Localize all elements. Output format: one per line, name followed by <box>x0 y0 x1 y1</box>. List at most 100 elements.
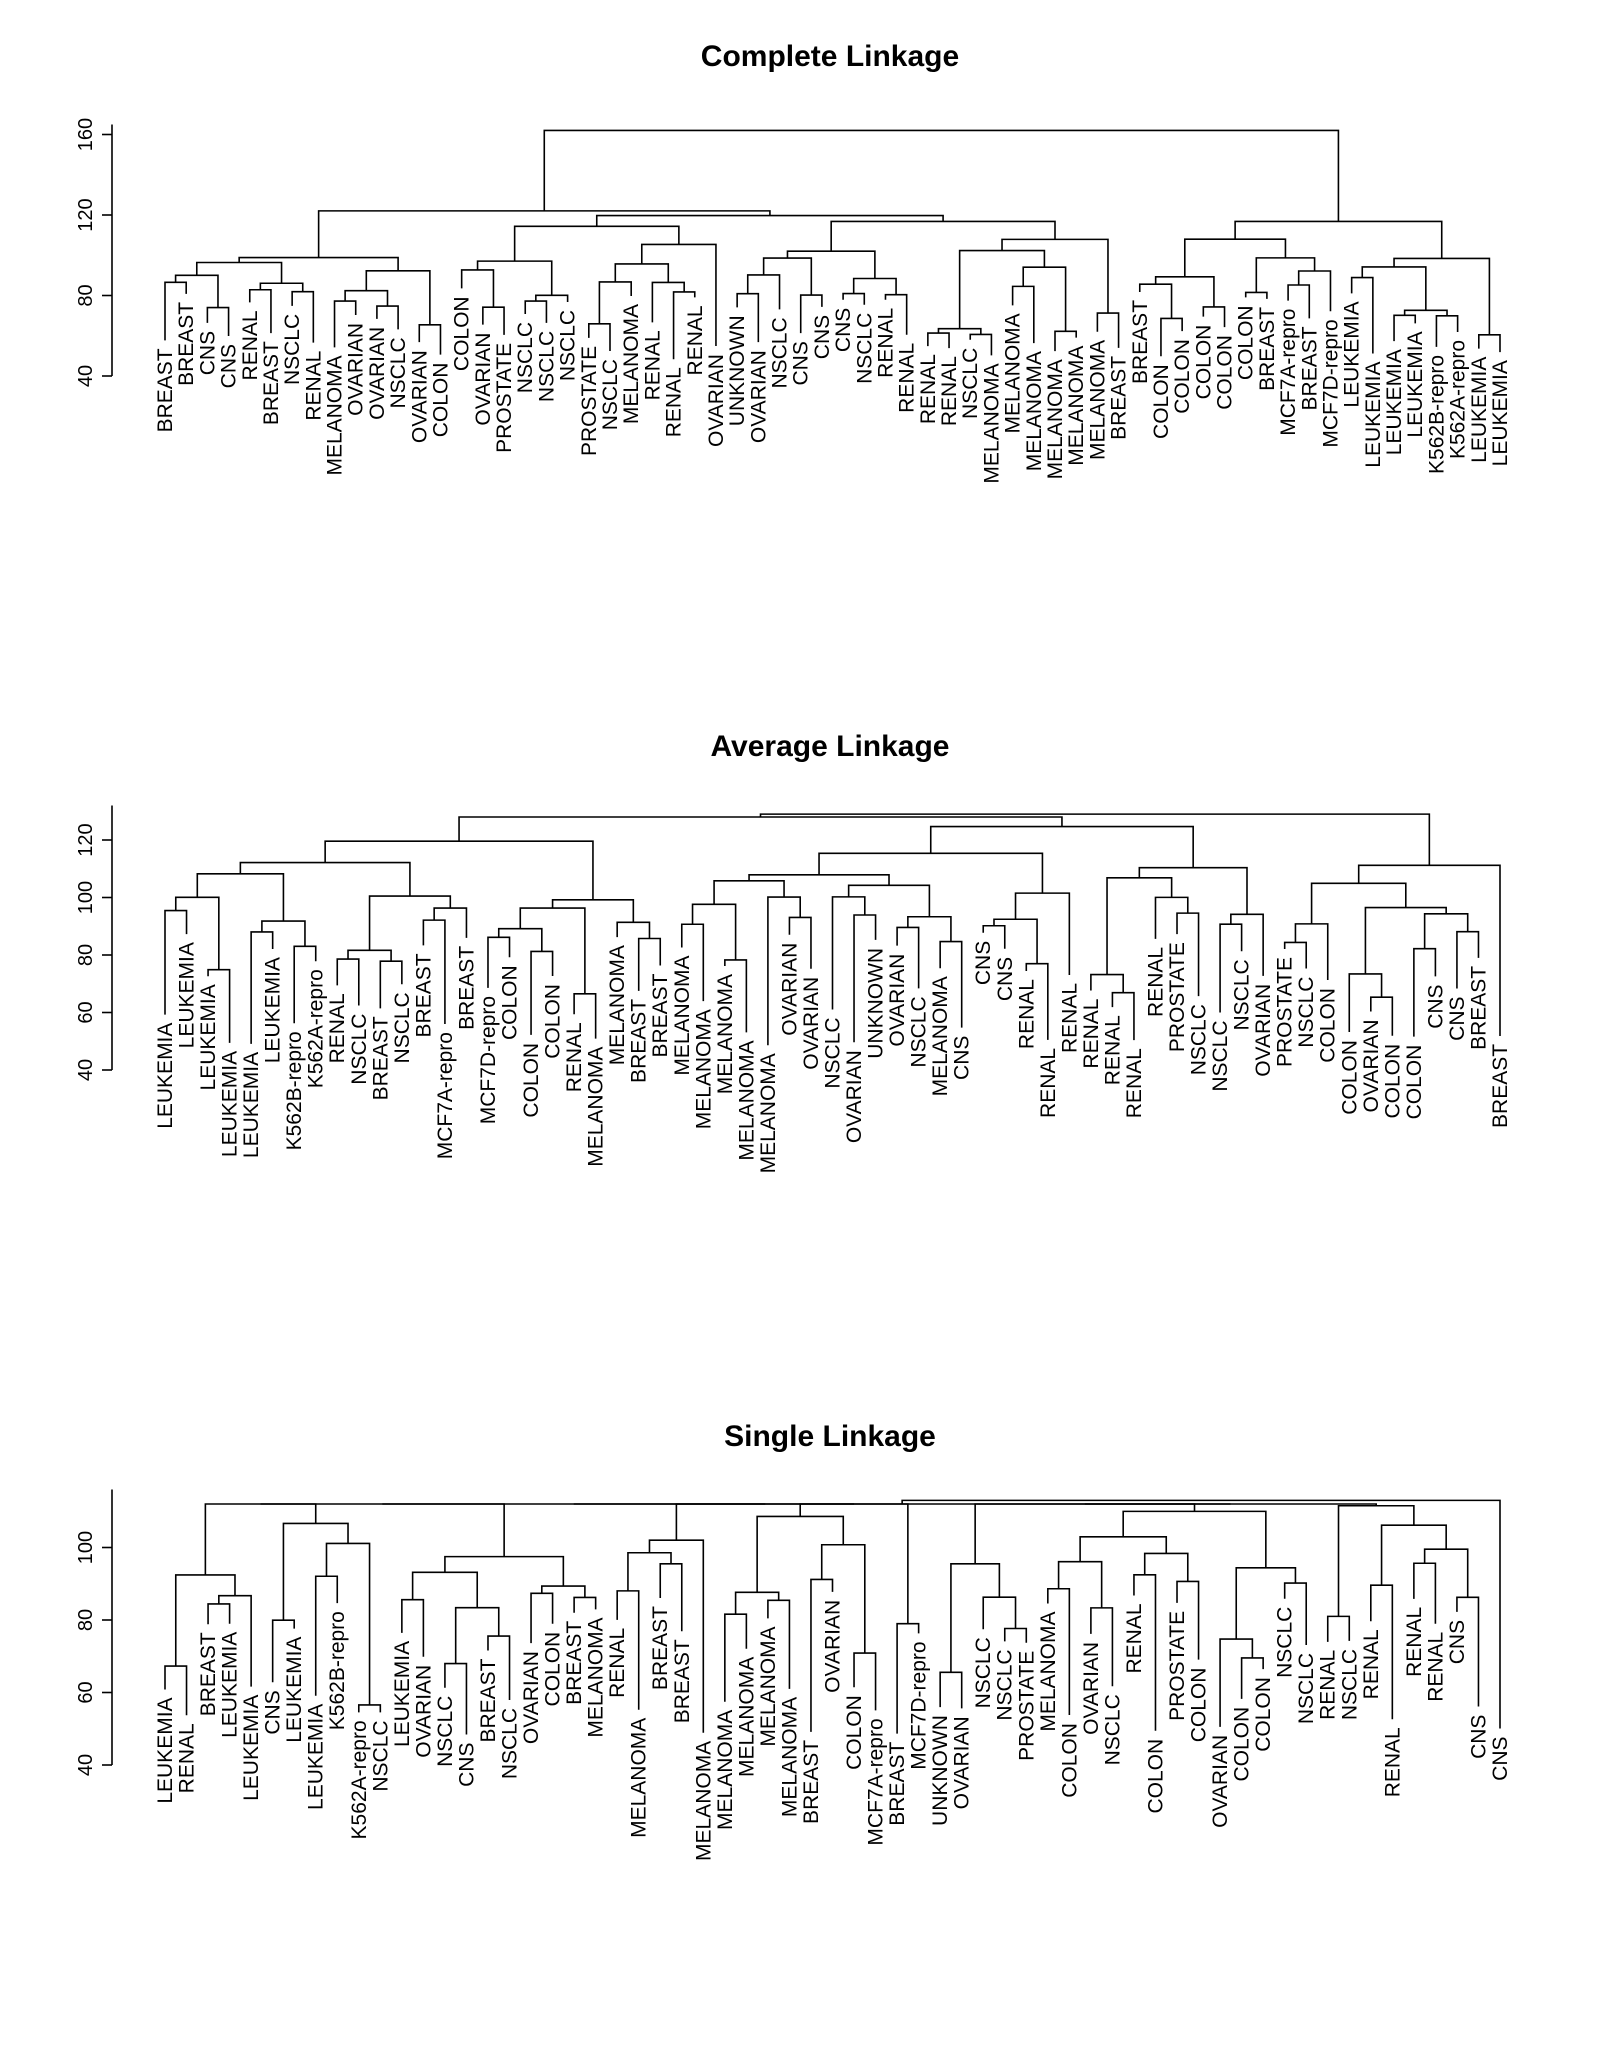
complete-linkage-leaf-label: CNS <box>832 308 855 352</box>
average-linkage-leaf-label: LEUKEMIA <box>219 1051 242 1157</box>
average-linkage-leaf-label: BREAST <box>1467 966 1490 1050</box>
complete-linkage-merge-branch <box>842 292 866 305</box>
single-linkage-merge-branch <box>260 1503 505 1557</box>
single-linkage-leaf-label: MELANOMA <box>778 1697 801 1817</box>
single-linkage-leaf-label: MELANOMA <box>628 1718 651 1838</box>
complete-linkage-leaf-label: RENAL <box>917 354 940 424</box>
average-linkage-leaf-label: MELANOMA <box>757 1053 780 1173</box>
single-linkage-merge-branch <box>1337 1504 1415 1617</box>
complete-linkage-leaf-label: OVARIAN <box>747 350 770 443</box>
average-linkage-merge-branch <box>433 907 468 938</box>
average-linkage-leaf-label: RENAL <box>1037 1048 1060 1118</box>
complete-linkage-leaf-label: BREAST <box>1298 326 1321 410</box>
single-linkage-leaf-label: NSCLC <box>369 1720 392 1791</box>
average-linkage-leaf-label: OVARIAN <box>1360 1019 1383 1112</box>
single-linkage-merge-branch <box>1176 1580 1200 1660</box>
complete-linkage-leaf-label: RENAL <box>641 330 664 400</box>
single-linkage-merge-branch <box>204 1503 317 1575</box>
average-linkage-leaf-label: MELANOMA <box>735 1040 758 1160</box>
average-linkage-merge-branch <box>1370 996 1394 1036</box>
complete-linkage-leaf-label: LEUKEMIA <box>1489 360 1512 466</box>
single-linkage-leaf-label: OVARIAN <box>520 1651 543 1744</box>
single-linkage-title: Single Linkage <box>724 1420 936 1453</box>
average-linkage-leaf-label: LEUKEMIA <box>240 1052 263 1158</box>
complete-linkage-leaf-label: OVARIAN <box>345 323 368 416</box>
complete-linkage-leaf-label: BREAST <box>1256 307 1279 391</box>
complete-linkage-leaf-label: NSCLC <box>769 317 792 388</box>
complete-linkage-merge-branch <box>195 261 283 284</box>
single-linkage-leaf-label: LEUKEMIA <box>240 1695 263 1801</box>
average-linkage-merge-branch <box>1294 923 1329 981</box>
single-linkage-merge-branch <box>1079 1536 1168 1562</box>
average-linkage-leaf-label: MCF7D-repro <box>477 996 500 1124</box>
single-linkage-merge-branch <box>756 1515 845 1593</box>
complete-linkage-leaf-label: NSCLC <box>853 313 876 384</box>
average-linkage-y-axis: 40 60 80 100 120 <box>75 805 113 1081</box>
complete-linkage-merge-branch <box>259 282 304 292</box>
average-linkage-leaf-label: MCF7A-repro <box>434 1032 457 1159</box>
single-linkage-leaf-label: MELANOMA <box>714 1710 737 1830</box>
average-linkage-leaf-label: CNS <box>994 957 1017 1001</box>
complete-linkage-leaf-label: MELANOMA <box>324 355 347 475</box>
single-linkage-merge-branch <box>939 1671 963 1709</box>
complete-linkage-leaf-label: LEUKEMIA <box>1404 331 1427 437</box>
single-linkage-merge-branch <box>896 1622 920 1734</box>
complete-linkage-leaf-label: RENAL <box>896 343 919 413</box>
complete-linkage-leaf-label: PROSTATE <box>578 346 601 456</box>
average-linkage-leaf-label: PROSTATE <box>1274 957 1297 1067</box>
single-linkage-leaf-label: NSCLC <box>1274 1607 1297 1678</box>
single-linkage-tick-label: 100 <box>75 1531 97 1564</box>
complete-linkage-leaf-label: PROSTATE <box>493 343 516 453</box>
average-linkage-merge-branch <box>759 813 1431 866</box>
complete-linkage-merge-branch <box>958 249 1046 329</box>
single-linkage-merge-branch <box>810 1578 834 1732</box>
single-linkage-leaf-label: MELANOMA <box>757 1626 780 1746</box>
single-linkage-leaf-label: K562A-repro <box>348 1720 371 1839</box>
complete-linkage-merge-branch <box>1183 238 1287 277</box>
single-linkage-leaf-label: NSCLC <box>1101 1694 1124 1765</box>
average-linkage-merge-branch <box>831 896 866 1010</box>
complete-linkage-leaf-label: CNS <box>196 331 219 375</box>
complete-linkage-merge-branch <box>1202 306 1226 328</box>
single-linkage-leaf-label: LEUKEMIA <box>154 1697 177 1803</box>
complete-linkage-merge-branch <box>927 332 950 349</box>
single-linkage-leaf-label: LEUKEMIA <box>219 1632 242 1738</box>
single-linkage-leaf-label: OVARIAN <box>822 1600 845 1693</box>
complete-linkage-merge-branch <box>598 281 632 324</box>
average-linkage-merge-branch <box>530 950 554 1035</box>
complete-linkage-merge-branch <box>543 129 1340 222</box>
average-linkage-merge-branch <box>336 958 360 1006</box>
single-linkage-merge-branch <box>1240 1657 1264 1699</box>
average-linkage-leaf-label: BREAST <box>1489 1044 1512 1128</box>
complete-linkage-merge-branch <box>344 289 389 307</box>
complete-linkage-merge-branch <box>376 305 399 330</box>
single-linkage-merge-branch <box>616 1590 640 1710</box>
average-linkage-merge-branch <box>1456 930 1480 989</box>
average-linkage-merge-branch <box>519 907 586 994</box>
complete-linkage-merge-branch <box>786 250 876 279</box>
single-linkage-leaf-label: MELANOMA <box>735 1657 758 1777</box>
average-linkage-leaf-label: K562B-repro <box>283 1031 306 1150</box>
complete-linkage-leaf-label: RENAL <box>684 305 707 375</box>
average-linkage-merge-branch <box>939 940 963 1028</box>
complete-linkage-merge-branch <box>614 263 670 283</box>
average-linkage-tick-label: 60 <box>75 1001 97 1023</box>
single-linkage-leaf-label: NSCLC <box>994 1649 1017 1720</box>
complete-linkage-merge-branch <box>1297 270 1332 312</box>
complete-linkage-merge-branch <box>1011 285 1035 344</box>
complete-linkage-leaf-label: MELANOMA <box>620 304 643 424</box>
complete-linkage-merge-branch <box>482 306 505 335</box>
complete-linkage-leaf-label: NSCLC <box>281 314 304 385</box>
average-linkage-tick-label: 120 <box>75 823 97 856</box>
average-linkage-title: Average Linkage <box>711 730 950 763</box>
complete-linkage-leaf-label: NSCLC <box>557 310 580 381</box>
single-linkage-leaf-label: BREAST <box>649 1606 672 1690</box>
complete-linkage-leaf-label: NSCLC <box>514 322 537 393</box>
complete-linkage-leaf-labels: BREASTBREASTCNSCNSRENALBREASTNSCLCRENALM… <box>154 296 1512 483</box>
single-linkage-merge-branch <box>974 1503 1196 1564</box>
single-linkage-leaf-label: COLON <box>1188 1668 1211 1743</box>
average-linkage-leaf-label: COLON <box>542 984 565 1059</box>
average-linkage-merge-branch <box>929 825 1194 868</box>
complete-linkage-leaf-label: COLON <box>1214 335 1237 410</box>
single-linkage-merge-branch <box>734 1591 780 1615</box>
